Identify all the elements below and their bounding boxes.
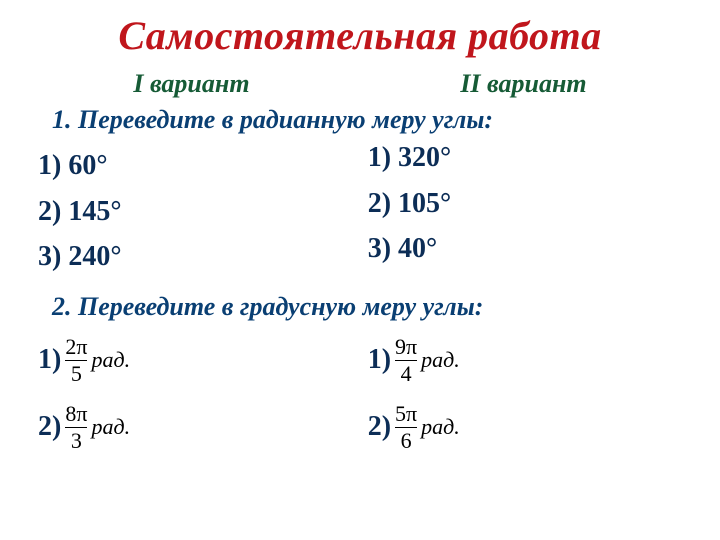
task-2-heading: 2. Переведите в градусную меру углы:	[52, 292, 692, 322]
task-2-col-1: 1) 2π 5 рад. 2) 8π 3 рад.	[38, 330, 342, 470]
task-2-col-2: 1) 9π 4 рад. 2) 5π 6 рад.	[368, 330, 672, 470]
denominator: 4	[401, 361, 412, 385]
numerator: 2π	[65, 336, 87, 360]
task-1-col-2: 1) 320° 2) 105° 3) 40°	[368, 135, 672, 286]
v1-item-1: 1) 60°	[38, 149, 342, 183]
v1-item-3: 3) 240°	[38, 240, 342, 274]
unit-label: рад.	[91, 414, 130, 440]
variant-1-label: I вариант	[133, 69, 249, 99]
denominator: 5	[71, 361, 82, 385]
variant-2-label: II вариант	[460, 69, 586, 99]
unit-label: рад.	[91, 347, 130, 373]
v1-frac-1: 1) 2π 5 рад.	[38, 336, 342, 385]
frac-label: 2)	[368, 411, 391, 443]
frac-label: 1)	[38, 344, 61, 376]
page-title: Самостоятельная работа	[28, 12, 692, 59]
fraction: 2π 5	[65, 336, 87, 385]
fraction: 9π 4	[395, 336, 417, 385]
task-1-col-1: 1) 60° 2) 145° 3) 240°	[38, 143, 342, 286]
v2-item-3: 3) 40°	[368, 232, 672, 266]
fraction: 5π 6	[395, 403, 417, 452]
v2-item-1: 1) 320°	[368, 141, 672, 175]
variant-row: I вариант II вариант	[28, 69, 692, 99]
v1-item-2: 2) 145°	[38, 195, 342, 229]
denominator: 6	[401, 428, 412, 452]
denominator: 3	[71, 428, 82, 452]
task-1-heading: 1. Переведите в радианную меру углы:	[52, 105, 692, 135]
numerator: 8π	[65, 403, 87, 427]
fraction: 8π 3	[65, 403, 87, 452]
v2-frac-1: 1) 9π 4 рад.	[368, 336, 672, 385]
numerator: 5π	[395, 403, 417, 427]
task-2-columns: 1) 2π 5 рад. 2) 8π 3 рад. 1)	[28, 330, 692, 470]
numerator: 9π	[395, 336, 417, 360]
frac-label: 2)	[38, 411, 61, 443]
v2-frac-2: 2) 5π 6 рад.	[368, 403, 672, 452]
unit-label: рад.	[421, 414, 460, 440]
worksheet-page: Самостоятельная работа I вариант II вари…	[0, 0, 720, 540]
frac-label: 1)	[368, 344, 391, 376]
task-1-columns: 1) 60° 2) 145° 3) 240° 1) 320° 2) 105° 3…	[28, 143, 692, 286]
v1-frac-2: 2) 8π 3 рад.	[38, 403, 342, 452]
v2-item-2: 2) 105°	[368, 187, 672, 221]
unit-label: рад.	[421, 347, 460, 373]
